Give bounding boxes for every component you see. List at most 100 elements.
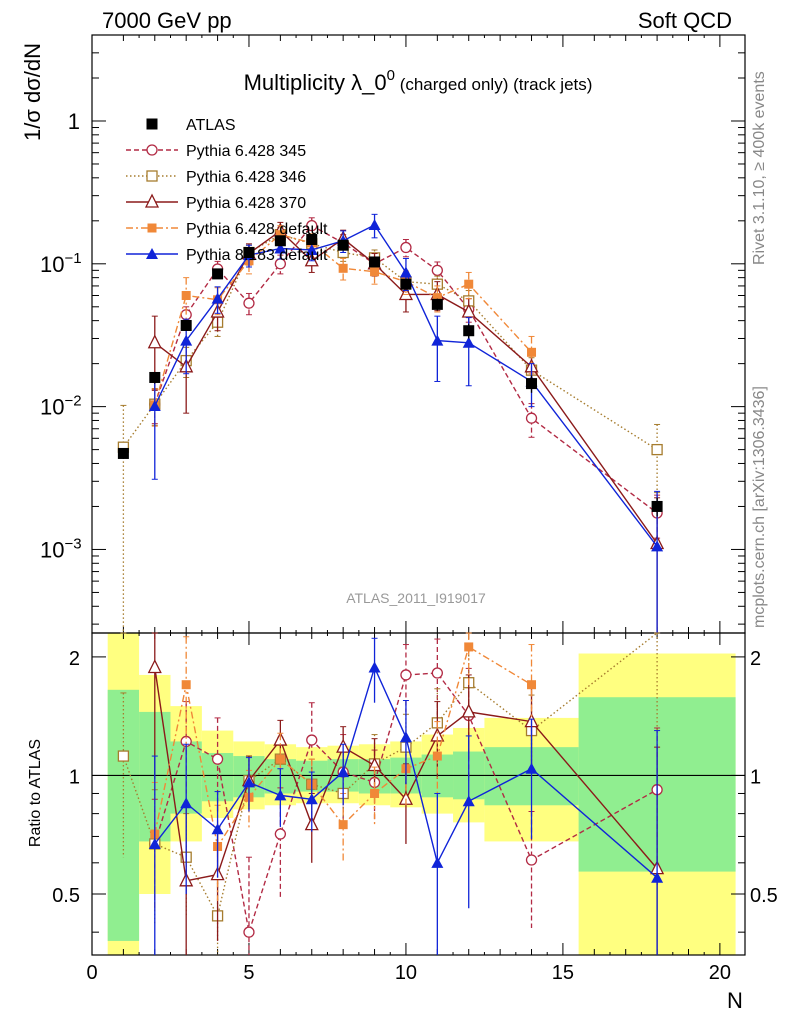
atlas-point (651, 500, 663, 512)
data-point (148, 400, 161, 412)
atlas-point (431, 298, 443, 310)
data-point (181, 290, 191, 300)
ratio-point (274, 789, 287, 801)
series-1 (117, 226, 663, 634)
data-point (651, 540, 664, 552)
data-point (370, 267, 380, 277)
data-point (306, 219, 318, 232)
ratio-point (211, 753, 224, 765)
header-beam-energy: 7000 GeV pp (102, 8, 232, 33)
ratio-point (117, 750, 130, 762)
green-band (107, 689, 140, 941)
atlas-point (400, 278, 412, 290)
legend-label: Pythia 6.428 default (186, 221, 328, 238)
data-point (211, 292, 224, 304)
data-point (147, 334, 162, 349)
data-point (368, 218, 381, 230)
main-panel-series (117, 213, 665, 634)
analysis-id: ATLAS_2011_I919017 (346, 590, 486, 606)
ratio-point (399, 731, 412, 743)
ratio-point (464, 642, 474, 652)
ratio-point (243, 926, 255, 938)
ratio-point (432, 751, 442, 761)
ratio-series-4 (148, 637, 664, 955)
ratio-point (275, 754, 285, 764)
data-point (461, 303, 476, 318)
legend-entry-atlas: ATLAS (146, 117, 236, 134)
x-tick-label: 5 (243, 962, 254, 984)
ratio-point (461, 703, 476, 718)
legend-marker (146, 170, 158, 182)
ratio-tick-label-right: 0.5 (750, 885, 778, 907)
y-tick-label: 10−2 (40, 393, 82, 420)
legend-label: Pythia 6.428 346 (186, 169, 306, 186)
mcplots-label: mcplots.cern.ch [arXiv:1306.3436] (751, 386, 768, 628)
ratio-point (525, 762, 538, 774)
ratio-line (154, 645, 532, 849)
data-point (305, 243, 318, 255)
ratio-point (462, 795, 475, 807)
atlas-point (274, 235, 286, 247)
ratio-point (305, 793, 318, 805)
header-category: Soft QCD (638, 8, 732, 33)
legend-marker (146, 144, 158, 156)
legend-entry-3: Pythia 6.428 default (126, 221, 328, 238)
legend-label: Pythia 6.428 370 (186, 195, 306, 212)
ratio-point (431, 667, 443, 679)
legend-label: ATLAS (186, 117, 236, 134)
ratio-point (337, 766, 350, 778)
data-point (462, 336, 475, 348)
main-y-axis-label: 1/σ dσ/dN (20, 43, 45, 141)
legend-entry-2: Pythia 6.428 370 (126, 193, 306, 212)
y-tick-label: 10−3 (40, 535, 82, 562)
legend-entry-0: Pythia 6.428 345 (126, 143, 306, 160)
ratio-point (274, 828, 287, 840)
ratio-panel-series (117, 632, 665, 955)
ratio-tick-label: 0.5 (52, 885, 80, 907)
rivet-label: Rivet 3.1.10, ≥ 400k events (751, 71, 768, 265)
legend: ATLAS Pythia 6.428 345 Pythia 6.428 346 Pyt… (126, 117, 328, 264)
data-point (651, 443, 663, 456)
ratio-point (338, 820, 348, 830)
legend-entry-1: Pythia 6.428 346 (126, 169, 306, 186)
atlas-data (117, 233, 663, 517)
ratio-tick-label-right: 1 (750, 766, 761, 788)
data-point (275, 230, 285, 240)
chart-title-superscript: 0 (387, 67, 395, 84)
legend-label: Pythia 6.428 345 (186, 143, 306, 160)
data-point (525, 412, 538, 424)
atlas-point (369, 256, 381, 268)
data-point (464, 279, 474, 289)
ratio-point (306, 734, 318, 746)
legend-marker (146, 248, 158, 259)
data-point (274, 242, 287, 254)
chart-title-tail: (charged only) (track jets) (395, 75, 592, 94)
series-line (154, 233, 533, 405)
ratio-tick-label: 1 (69, 766, 80, 788)
legend-marker (147, 223, 157, 233)
data-point (527, 347, 537, 357)
ratio-point (651, 871, 664, 883)
atlas-point (180, 319, 192, 331)
legend-marker (144, 193, 160, 208)
y-tick-label: 1 (68, 109, 80, 134)
ratio-point (368, 661, 381, 673)
ratio-tick-label-right: 2 (750, 648, 761, 670)
chart-title: Multiplicity λ_00 (charged only) (track … (244, 67, 593, 95)
data-point (398, 286, 413, 301)
data-point (399, 266, 412, 278)
atlas-point (337, 239, 349, 251)
legend-entry-4: Pythia 8.183 default (126, 247, 328, 264)
x-axis-label: N (727, 988, 743, 1013)
ratio-point (148, 837, 161, 849)
data-point (400, 241, 412, 254)
atlas-point (117, 447, 129, 459)
ratio-point (431, 856, 444, 868)
atlas-point (243, 246, 255, 258)
ratio-point (211, 823, 224, 835)
data-point (338, 263, 348, 273)
ratio-point (181, 680, 191, 690)
chart-title-main: Multiplicity λ_0 (244, 70, 387, 95)
data-point (243, 297, 255, 309)
